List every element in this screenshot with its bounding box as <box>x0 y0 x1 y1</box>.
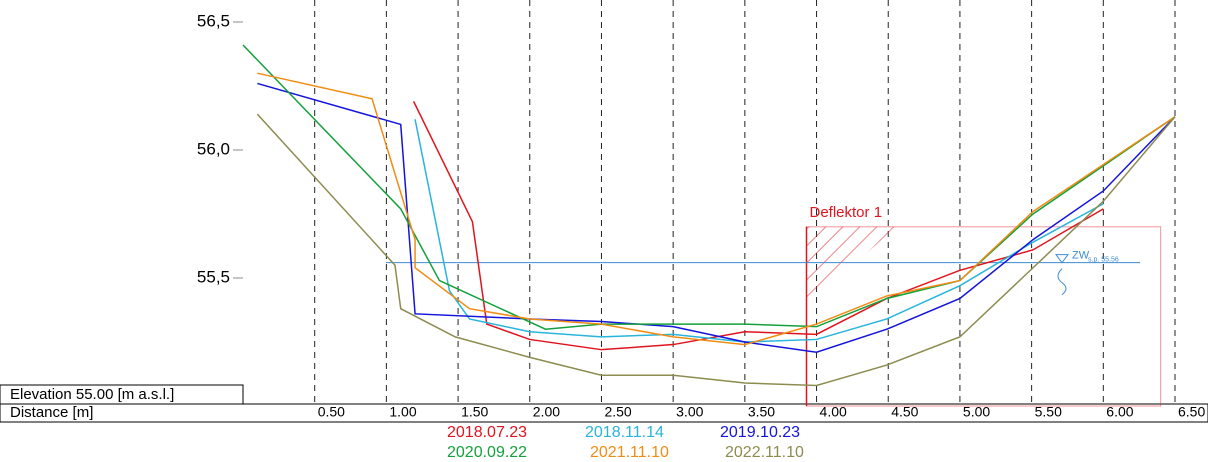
y-tick-label: 56,5 <box>197 11 230 30</box>
legend-entry: 2018.11.14 <box>585 424 664 441</box>
legend-entry: 2018.07.23 <box>447 424 527 441</box>
y-tick-label: 55,5 <box>197 267 230 286</box>
y-axis-label: Elevation 55.00 [m a.s.l.] <box>10 386 174 403</box>
y-tick-label: 56,0 <box>197 139 230 158</box>
deflector-label: Deflektor 1 <box>810 204 883 221</box>
x-tick-label: 1.00 <box>389 404 416 420</box>
x-tick-label: 3.50 <box>748 404 775 420</box>
legend-entry: 2021.11.10 <box>590 444 669 461</box>
x-tick-label: 6.50 <box>1178 404 1205 420</box>
x-tick-label: 2.50 <box>604 404 631 420</box>
series-line <box>256 113 1176 387</box>
x-tick-label: 1.50 <box>461 404 488 420</box>
x-tick-label: 4.00 <box>820 404 847 420</box>
x-tick-label: 6.00 <box>1106 404 1133 420</box>
x-tick-label: 3.00 <box>676 404 703 420</box>
x-tick-label: 2.00 <box>533 404 560 420</box>
series-line <box>257 72 1176 346</box>
x-tick-label: 4.50 <box>891 404 918 420</box>
legend-entry: 2019.10.23 <box>720 424 800 441</box>
x-tick-label: 5.50 <box>1035 404 1062 420</box>
x-axis-label: Distance [m] <box>10 404 93 421</box>
deflector-hatch <box>806 226 897 306</box>
series-line <box>257 82 1176 354</box>
x-tick-label: 5.00 <box>963 404 990 420</box>
distance-box <box>0 403 1208 423</box>
series-line <box>242 44 1176 330</box>
water-symbol <box>1055 254 1069 296</box>
water-label: ZW <box>1072 250 1090 262</box>
legend-entry: 2022.11.10 <box>725 444 804 461</box>
series-line <box>412 101 1104 351</box>
legend-entry: 2020.09.22 <box>447 444 527 461</box>
water-sublabel: s.p. 55.56 <box>1088 256 1119 263</box>
x-tick-label: 0.50 <box>318 404 345 420</box>
series-line <box>414 119 1104 343</box>
